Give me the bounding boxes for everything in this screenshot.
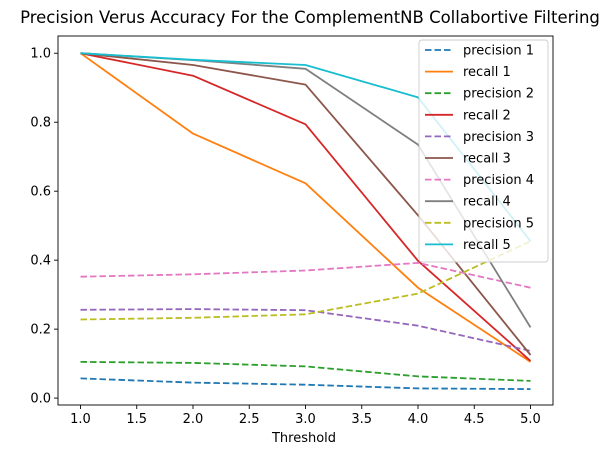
x-tick-label: 3.0 <box>295 412 316 427</box>
legend-label: recall 2 <box>463 108 511 123</box>
legend-label: recall 5 <box>463 238 511 253</box>
x-tick-label: 3.5 <box>351 412 372 427</box>
y-tick-label: 0.0 <box>30 392 51 407</box>
legend-label: recall 3 <box>463 152 511 167</box>
series-line-2 <box>79 52 531 363</box>
x-tick-label: 4.0 <box>408 412 429 427</box>
y-axis: 0.0 0.2 0.4 0.6 0.8 1.0 <box>30 47 58 407</box>
legend-label: precision 5 <box>463 216 534 231</box>
legend-label: precision 4 <box>463 173 534 188</box>
series-line-1 <box>80 377 531 390</box>
x-tick-label: 2.0 <box>183 412 204 427</box>
series-line-7 <box>80 261 531 289</box>
legend-label: precision 3 <box>463 130 534 145</box>
chart-title: Precision Verus Accuracy For the Complem… <box>20 8 600 27</box>
legend-label: precision 1 <box>463 44 534 59</box>
y-tick-label: 1.0 <box>30 47 51 62</box>
y-tick-label: 0.2 <box>30 323 51 338</box>
legend: precision 1 recall 1 precision 2 recall 2 pr… <box>418 39 549 263</box>
x-axis: 1.0 1.5 2.0 2.5 3.0 3.5 4.0 4.5 5.0 <box>70 405 541 427</box>
y-tick-label: 0.8 <box>30 116 51 131</box>
y-tick-label: 0.6 <box>30 185 51 200</box>
legend-label: recall 1 <box>463 65 511 80</box>
x-tick-label: 1.5 <box>126 412 147 427</box>
legend-box <box>418 39 549 263</box>
series-line-3 <box>80 361 531 382</box>
y-tick-label: 0.4 <box>30 254 51 269</box>
x-tick-label: 2.5 <box>239 412 260 427</box>
plot-area <box>57 35 554 406</box>
x-tick-label: 5.0 <box>520 412 541 427</box>
series-line-4 <box>80 52 532 362</box>
series-line-9 <box>80 240 531 321</box>
legend-label: recall 4 <box>463 195 511 210</box>
x-tick-label: 4.5 <box>464 412 485 427</box>
x-axis-title: Threshold <box>271 431 336 446</box>
series-line-5 <box>80 308 531 352</box>
x-tick-label: 1.0 <box>70 412 91 427</box>
legend-label: precision 2 <box>463 87 534 102</box>
